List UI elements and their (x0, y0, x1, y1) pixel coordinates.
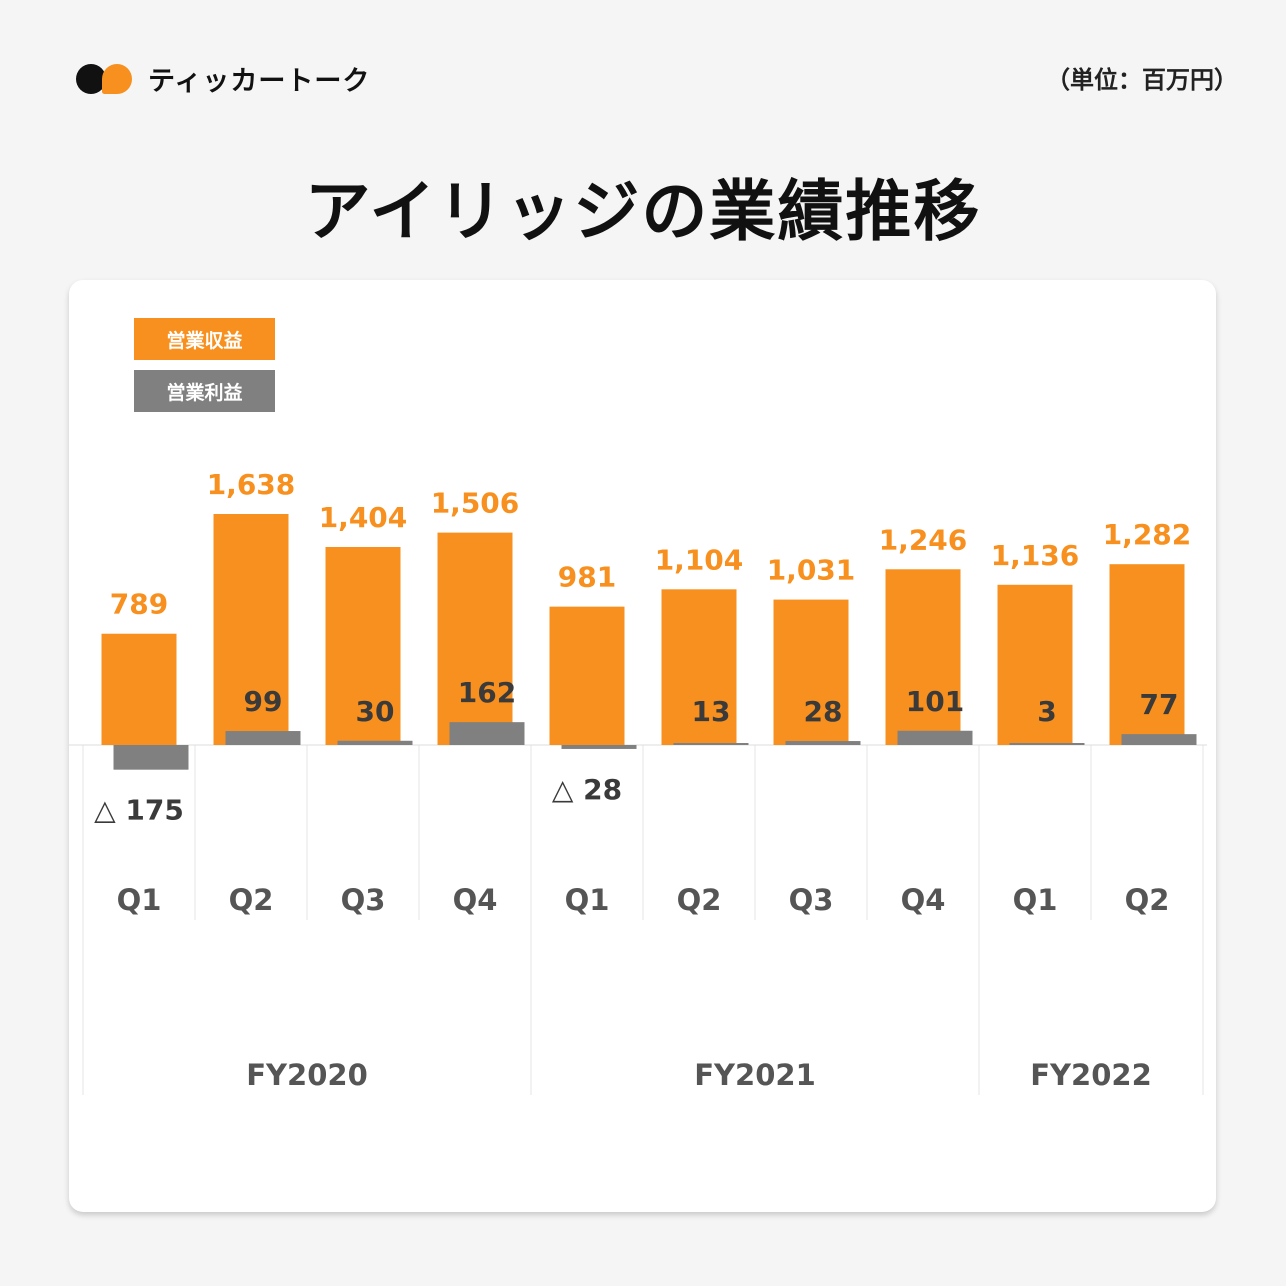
revenue-bar (661, 589, 737, 745)
revenue-value-label: 1,031 (767, 554, 856, 587)
operating-profit-bar (113, 745, 189, 770)
revenue-bar (549, 606, 625, 745)
revenue-bar (213, 514, 289, 745)
revenue-bar (773, 599, 849, 745)
revenue-bar (325, 547, 401, 745)
operating-profit-value-label: △ 28 (552, 773, 622, 806)
brand-name: ティッカートーク (148, 65, 371, 97)
quarter-tick-label: Q1 (1013, 883, 1058, 917)
revenue-value-label: 1,638 (207, 468, 296, 501)
operating-profit-value-label: 3 (1037, 695, 1056, 728)
revenue-bar (1109, 564, 1185, 745)
operating-profit-bar (897, 730, 973, 745)
unit-label: （単位：百万円） (1046, 66, 1238, 94)
operating-profit-value-label: 99 (244, 685, 283, 718)
revenue-value-label: 1,404 (319, 501, 408, 534)
operating-profit-bar (449, 722, 525, 745)
quarter-tick-label: Q2 (677, 883, 722, 917)
operating-profit-value-label: 28 (804, 695, 843, 728)
revenue-bar (437, 532, 513, 745)
quarter-tick-label: Q1 (565, 883, 610, 917)
revenue-value-label: 1,136 (991, 539, 1080, 572)
quarter-tick-label: Q4 (901, 883, 946, 917)
operating-profit-value-label: △ 175 (94, 794, 184, 827)
operating-profit-value-label: 30 (356, 695, 395, 728)
operating-profit-bar (561, 745, 637, 749)
operating-profit-value-label: 77 (1140, 688, 1179, 721)
revenue-value-label: 1,246 (879, 523, 968, 556)
quarter-tick-label: Q4 (453, 883, 498, 917)
legend-operating-profit: 営業利益 (134, 370, 275, 412)
operating-profit-value-label: 101 (906, 685, 964, 718)
revenue-value-label: 1,282 (1103, 518, 1192, 551)
revenue-value-label: 981 (558, 561, 616, 594)
revenue-bar (997, 584, 1073, 745)
operating-profit-value-label: 162 (458, 676, 516, 709)
operating-profit-bar (673, 743, 749, 745)
quarter-tick-label: Q1 (117, 883, 162, 917)
fiscal-year-label: FY2022 (1030, 1058, 1152, 1092)
revenue-value-label: 789 (110, 588, 168, 621)
chart-card: 営業収益 営業利益 789 △ 175 Q1 1,638 99 Q2 1,404 30 Q3 1,… (69, 280, 1216, 1212)
operating-profit-bar (225, 731, 301, 745)
operating-profit-value-label: 13 (692, 695, 731, 728)
page-title: アイリッジの業績推移 (304, 173, 982, 250)
quarter-tick-label: Q3 (341, 883, 386, 917)
fiscal-year-label: FY2021 (694, 1058, 816, 1092)
revenue-value-label: 1,104 (655, 543, 744, 576)
quarter-tick-label: Q3 (789, 883, 834, 917)
quarter-tick-label: Q2 (1125, 883, 1170, 917)
operating-profit-bar (337, 740, 413, 745)
legend-revenue: 営業収益 (134, 318, 275, 360)
revenue-bar (885, 569, 961, 745)
quarter-tick-label: Q2 (229, 883, 274, 917)
operating-profit-bar (1009, 743, 1085, 745)
operating-profit-bar (785, 741, 861, 745)
bar-chart: 789 △ 175 Q1 1,638 99 Q2 1,404 30 Q3 1,506 162 Q4 98… (69, 468, 1207, 1095)
revenue-bar (101, 633, 177, 745)
brand: ティッカートーク (76, 58, 370, 98)
fiscal-year-label: FY2020 (246, 1058, 368, 1092)
operating-profit-bar (1121, 734, 1197, 745)
revenue-value-label: 1,506 (431, 487, 520, 520)
speech-bubbles-logo-icon (76, 60, 138, 96)
